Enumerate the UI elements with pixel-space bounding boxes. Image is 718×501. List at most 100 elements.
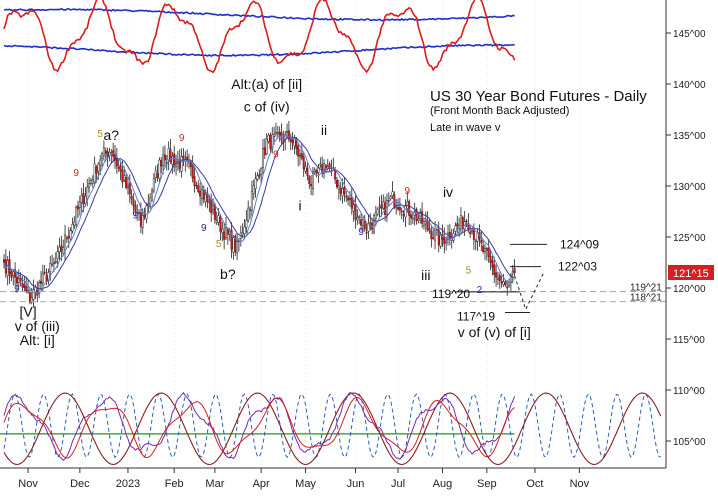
x-tick-label: Jun — [347, 478, 365, 490]
candle-body — [411, 217, 414, 220]
candle-body — [93, 163, 96, 183]
candle-body — [511, 271, 514, 274]
candle-body — [356, 217, 359, 221]
candle-body — [243, 226, 246, 235]
candle-body — [367, 223, 370, 232]
candle-body — [493, 264, 496, 275]
candle-body — [278, 131, 281, 136]
current-price-tag — [668, 265, 714, 281]
candle-body — [43, 271, 46, 274]
candle-body — [95, 166, 98, 174]
x-tick-label: Aug — [433, 478, 453, 490]
candle-body — [348, 198, 351, 200]
candle-body — [10, 271, 13, 278]
candle-body — [339, 187, 342, 194]
candle-body — [180, 156, 183, 172]
wave-label: iii — [421, 267, 430, 283]
candle-body — [269, 134, 272, 150]
candle-body — [380, 204, 383, 209]
candle-body — [141, 215, 144, 228]
candle-body — [321, 164, 324, 174]
candle-body — [99, 159, 102, 166]
candle-body — [3, 259, 5, 263]
candle-body — [86, 186, 89, 200]
candle-body — [434, 230, 437, 241]
candle-body — [459, 215, 462, 229]
candle-body — [424, 221, 427, 225]
candle-body — [400, 210, 403, 213]
candle-body — [350, 196, 353, 209]
count-number: 9 — [358, 227, 364, 238]
candle-body — [274, 131, 277, 134]
candle-body — [287, 130, 290, 140]
candle-body — [226, 228, 229, 235]
candle-body — [448, 231, 451, 239]
oscillator-history-b — [3, 396, 515, 459]
x-tick-label: 2023 — [116, 478, 140, 490]
x-tick-label: Nov — [18, 478, 38, 490]
candle-body — [402, 214, 405, 216]
band-upper — [3, 7, 515, 22]
candle-body — [84, 195, 87, 204]
axes-layer: 145^00 140^00 135^00 130^00 125^00 120^00 115^… — [0, 0, 706, 490]
candle-body — [304, 166, 307, 172]
candle-body — [241, 232, 244, 236]
candle-body — [197, 185, 200, 192]
candle-body — [500, 281, 503, 283]
candle-body — [151, 190, 153, 201]
candle-body — [358, 216, 361, 218]
candle-body — [291, 139, 294, 144]
count-number: 5 — [216, 239, 222, 250]
candle-body — [138, 212, 141, 215]
candle-body — [173, 153, 176, 166]
candle-body — [60, 245, 63, 252]
candle-body — [27, 290, 30, 293]
candle-body — [315, 170, 318, 174]
wave-label: ii — [321, 122, 327, 138]
candle-body — [82, 193, 85, 205]
candle-body — [347, 197, 350, 201]
y-tick-label: 145^00 — [673, 29, 706, 40]
candle-body — [117, 167, 120, 169]
candle-body — [154, 170, 157, 178]
price-level-label: 119^20 — [432, 287, 470, 301]
candle-body — [219, 216, 222, 232]
candle-body — [485, 248, 488, 251]
candle-body — [125, 177, 128, 188]
count-number: 9 — [273, 149, 279, 160]
candle-body — [489, 255, 492, 263]
candle-body — [91, 179, 94, 184]
candle-body — [443, 237, 446, 245]
candle-body — [363, 221, 366, 230]
top-oscillator — [3, 0, 516, 74]
price-level-label: 122^03 — [558, 260, 597, 274]
candle-body — [102, 147, 105, 156]
candle-body — [234, 235, 237, 253]
candle-body — [289, 138, 292, 142]
candle-body — [49, 262, 52, 273]
candle-body — [221, 228, 224, 234]
candle-body — [191, 165, 194, 179]
x-tick-label: Dec — [70, 478, 90, 490]
candle-body — [422, 220, 425, 227]
candle-body — [513, 268, 516, 273]
candle-body — [417, 218, 420, 221]
candle-body — [324, 165, 327, 170]
candle-body — [56, 251, 59, 259]
candle-body — [128, 183, 131, 195]
candle-body — [171, 156, 174, 165]
oscillator-history-a — [3, 391, 516, 462]
candle-body — [456, 223, 459, 226]
y-tick-label: 105^00 — [673, 437, 706, 448]
wave-label: b? — [220, 266, 236, 282]
candle-body — [249, 209, 252, 211]
candle-body — [398, 206, 401, 211]
candle-body — [119, 165, 122, 172]
candle-body — [299, 154, 301, 157]
y-tick-label: 135^00 — [673, 131, 706, 142]
candle-body — [509, 274, 512, 283]
candle-body — [78, 201, 81, 208]
